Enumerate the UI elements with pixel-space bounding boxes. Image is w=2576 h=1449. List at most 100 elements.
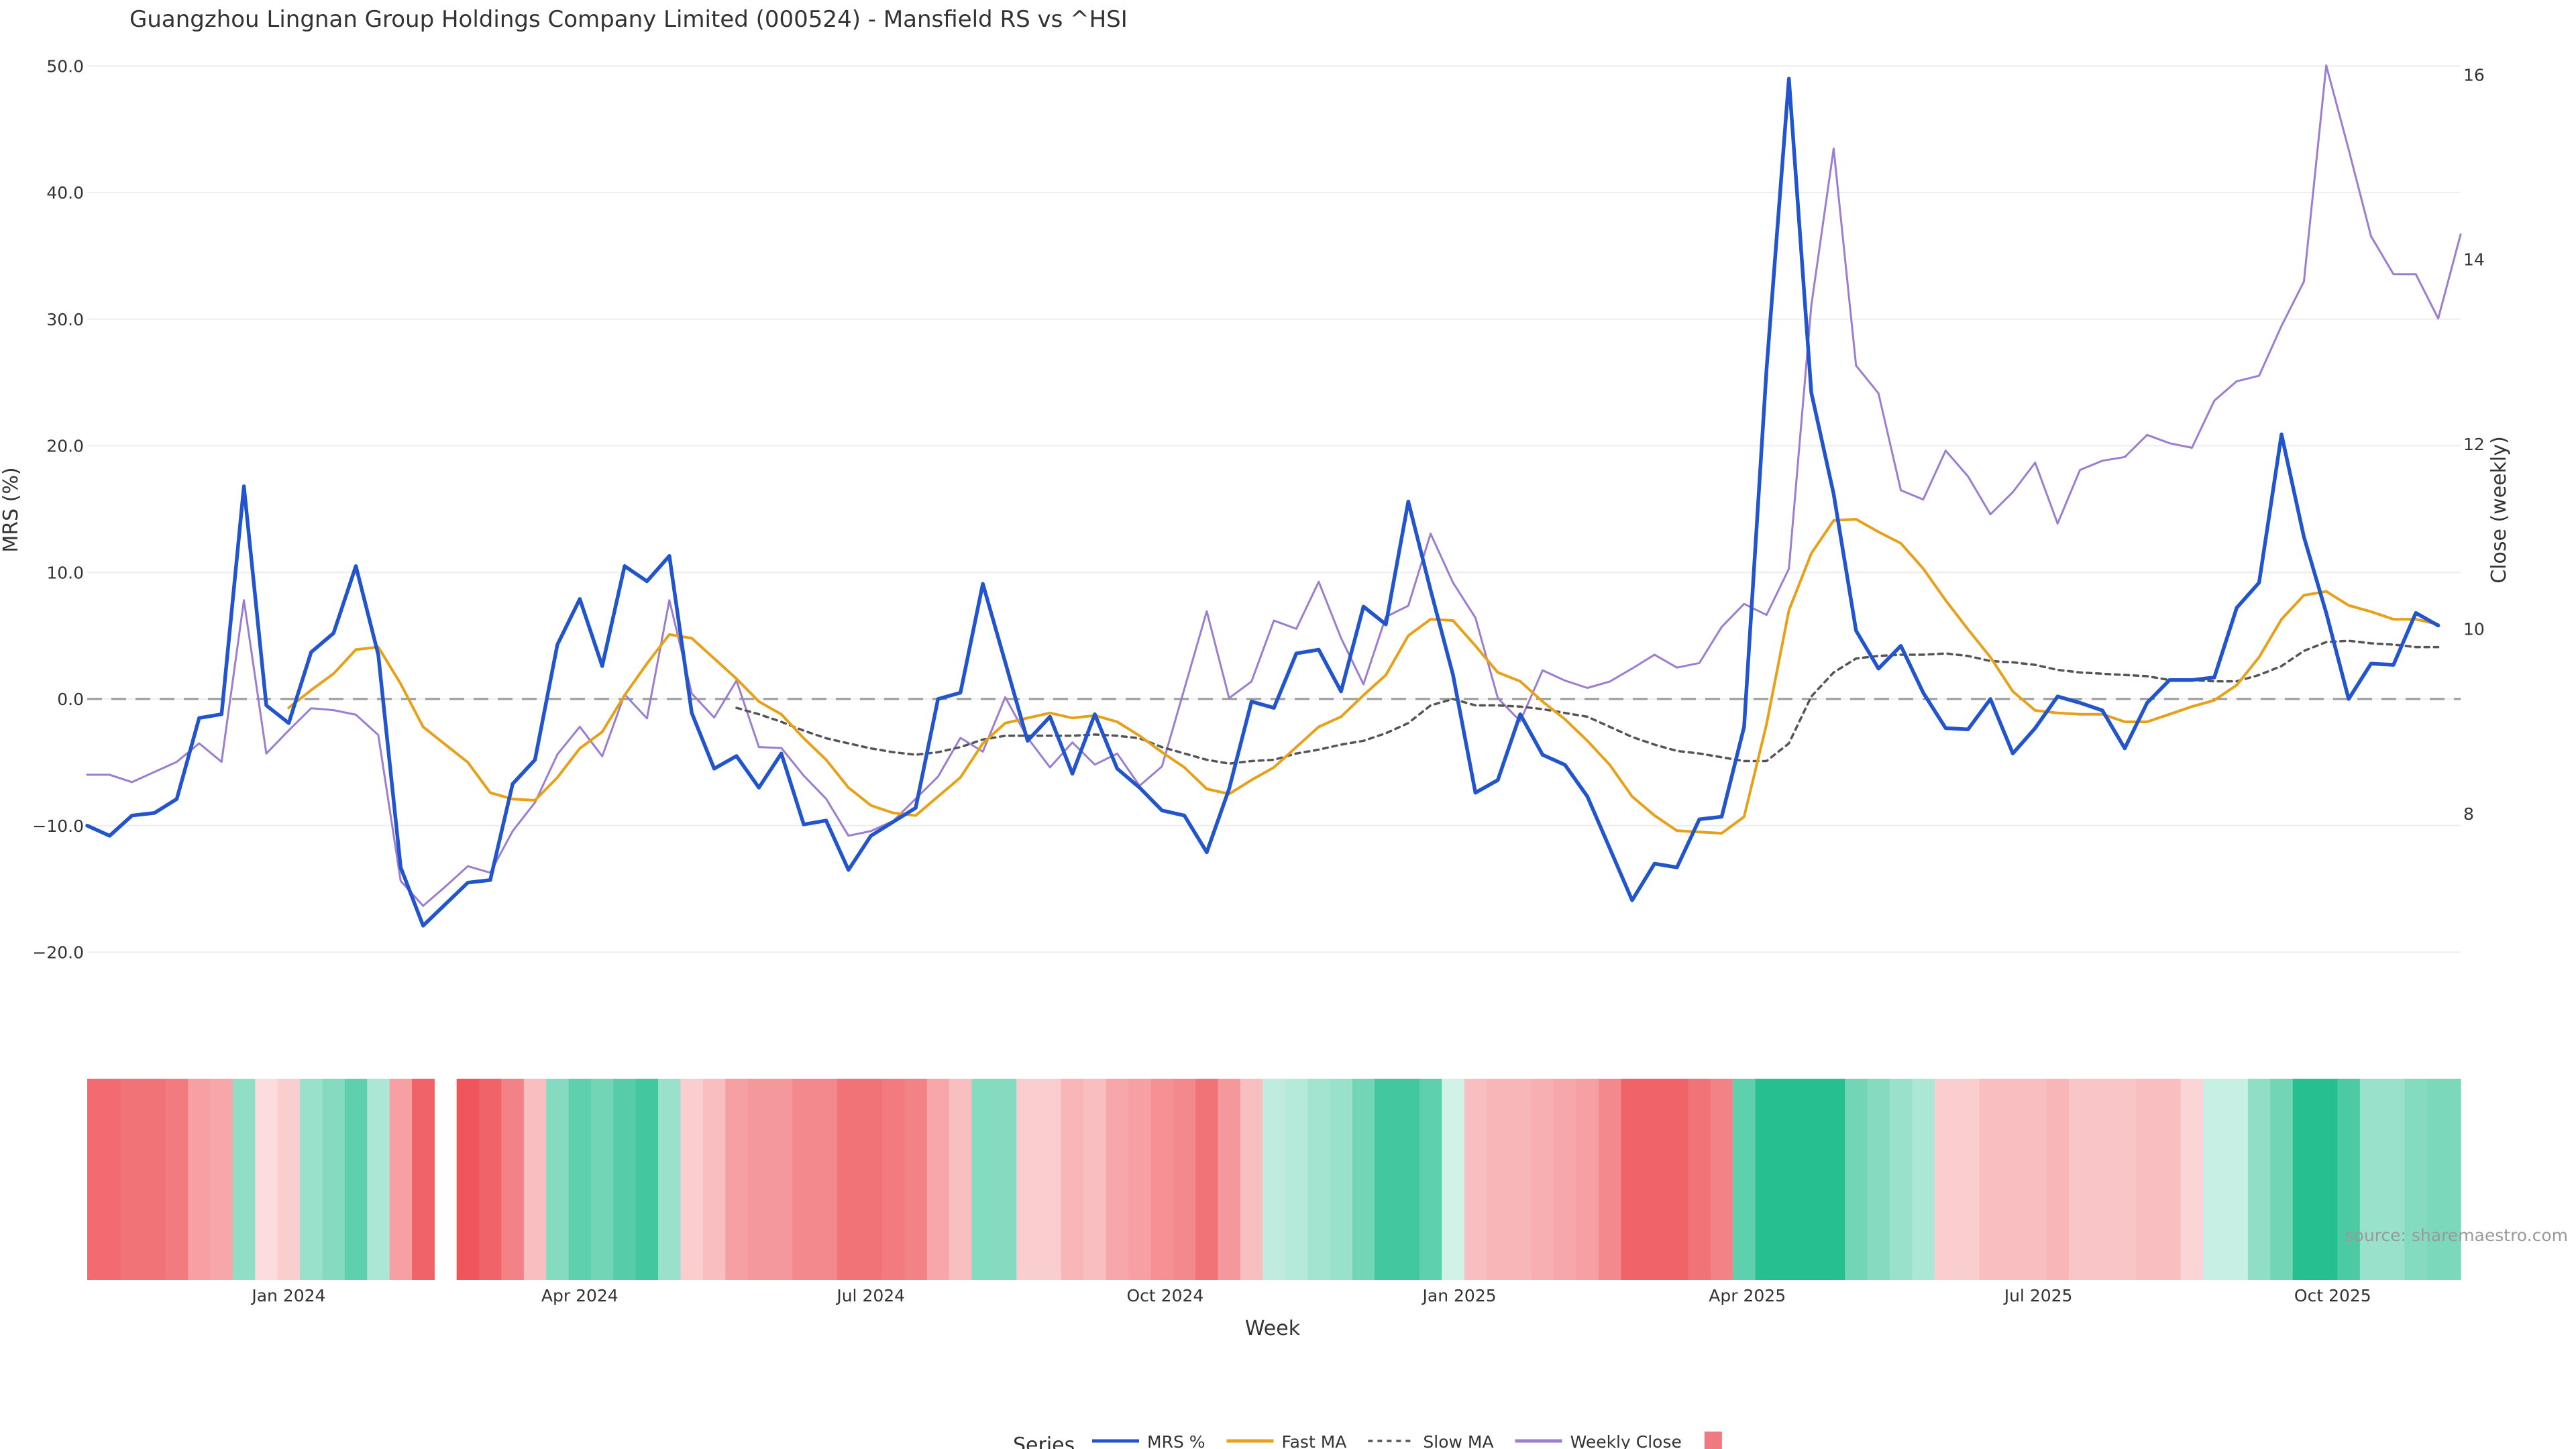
heatmap-cell [1688, 1079, 1711, 1280]
heatmap-cell [949, 1079, 972, 1280]
heatmap-cell [1061, 1079, 1084, 1280]
heatmap-cell [2292, 1079, 2316, 1280]
heatmap-cell [233, 1079, 256, 1280]
y-tick-label: 20.0 [46, 437, 84, 456]
x-tick-label: Apr 2024 [541, 1286, 619, 1305]
heatmap-cell [1800, 1079, 1823, 1280]
x-tick-label: Jan 2024 [250, 1286, 325, 1305]
y2-tick-label: 10 [2463, 619, 2485, 639]
heatmap-cell [904, 1079, 928, 1280]
heatmap-cell [591, 1079, 614, 1280]
heatmap-cell [2046, 1079, 2070, 1280]
series-weekly-close [86, 64, 2462, 907]
heatmap-cell [255, 1079, 278, 1280]
legend-label: MRS % [1147, 1432, 1205, 1449]
heatmap-cell [1666, 1079, 1689, 1280]
heatmap-cell [926, 1079, 950, 1280]
heatmap-cell [2315, 1079, 2338, 1280]
chart-title: Guangzhou Lingnan Group Holdings Company… [129, 6, 1128, 33]
heatmap-cell [702, 1079, 726, 1280]
heatmap-cell [389, 1079, 413, 1280]
heatmap-cell [971, 1079, 995, 1280]
heatmap-cell [1128, 1079, 1151, 1280]
left-axis-ticks: 50.0 40.0 30.0 20.0 10.0 0.0 −10.0 −20.0 [32, 56, 84, 962]
heatmap-cell [1576, 1079, 1599, 1280]
heatmap-cell [1643, 1079, 1666, 1280]
y-tick-label: 0.0 [57, 690, 84, 709]
series-fast-ma [287, 518, 2440, 835]
heatmap-cell [2270, 1079, 2294, 1280]
heatmap-cell [680, 1079, 704, 1280]
x-tick-label: Apr 2025 [1709, 1286, 1786, 1305]
y-tick-label: 30.0 [46, 310, 84, 329]
heatmap-cell [1979, 1079, 2002, 1280]
heatmap-cell [859, 1079, 883, 1280]
heatmap-cell [300, 1079, 323, 1280]
y-tick-label: 10.0 [46, 563, 84, 582]
heatmap-cell [523, 1079, 547, 1280]
heatmap-cell [2404, 1079, 2428, 1280]
heatmap-cell [1038, 1079, 1062, 1280]
heatmap-cell [1912, 1079, 1935, 1280]
series-slow-ma [735, 639, 2440, 765]
heatmap-cell [2247, 1079, 2271, 1280]
heatmap-cell [479, 1079, 502, 1280]
heatmap-cell [1822, 1079, 1845, 1280]
heatmap-cell [1710, 1079, 1733, 1280]
heatmap-cell [1778, 1079, 1801, 1280]
heatmap-cell [188, 1079, 211, 1280]
heatmap-cell [121, 1079, 144, 1280]
heatmap-cell [1397, 1079, 1420, 1280]
heatmap-cell [2225, 1079, 2249, 1280]
heatmap-cell [1016, 1079, 1040, 1280]
heatmap-cell [2359, 1079, 2383, 1280]
heatmap-cell [2426, 1079, 2461, 1280]
heatmap-cell [1352, 1079, 1375, 1280]
source-note: source: sharemaestro.com [2345, 1226, 2569, 1245]
heatmap-cell [1531, 1079, 1554, 1280]
mrs-heatmap-strip [87, 1079, 2461, 1280]
heatmap-cell [994, 1079, 1017, 1280]
heatmap-cell [1195, 1079, 1219, 1280]
heatmap-cell [613, 1079, 637, 1280]
heatmap-cell [165, 1079, 189, 1280]
legend-title: Series [1013, 1434, 1075, 1449]
heatmap-cell [770, 1079, 793, 1280]
x-tick-label: Jul 2024 [835, 1286, 905, 1305]
heatmap-cell [1083, 1079, 1107, 1280]
heatmap-cell [1599, 1079, 1621, 1280]
heatmap-cell [1934, 1079, 1957, 1280]
heatmap-cell [1889, 1079, 1913, 1280]
heatmap-cell [2382, 1079, 2406, 1280]
x-axis-ticks: Jan 2024 Apr 2024 Jul 2024 Oct 2024 Jan 2025… [250, 1286, 2371, 1305]
y-tick-label: 50.0 [46, 56, 84, 76]
heatmap-cell [814, 1079, 838, 1280]
y2-axis-title: Close (weekly) [2487, 436, 2511, 584]
y-tick-label: −10.0 [32, 816, 84, 836]
heatmap-cell [1150, 1079, 1174, 1280]
heatmap-cell [2180, 1079, 2204, 1280]
heatmap-cell [277, 1079, 301, 1280]
heatmap-cell [412, 1079, 435, 1280]
heatmap-cell [2091, 1079, 2114, 1280]
heatmap-cell [210, 1079, 233, 1280]
heatmap-cell [2024, 1079, 2047, 1280]
legend: Series MRS % Fast MA Slow MA Weekly Close [1013, 1432, 1722, 1449]
heatmap-cell [635, 1079, 659, 1280]
heatmap-cell [1957, 1079, 1980, 1280]
x-axis-title: Week [1245, 1317, 1301, 1340]
heatmap-cell [367, 1079, 390, 1280]
x-tick-label: Jul 2025 [2003, 1286, 2073, 1305]
heatmap-cell [2158, 1079, 2182, 1280]
heatmap-cell [1487, 1079, 1510, 1280]
heatmap-cell [322, 1079, 345, 1280]
heatmap-cell [2113, 1079, 2137, 1280]
legend-label: Weekly Close [1570, 1432, 1682, 1449]
heatmap-cell [2337, 1079, 2361, 1280]
legend-swatch [1704, 1432, 1722, 1449]
y2-tick-label: 8 [2463, 804, 2474, 824]
heatmap-cell [1509, 1079, 1532, 1280]
x-tick-label: Oct 2025 [2294, 1286, 2371, 1305]
heatmap-cell [568, 1079, 592, 1280]
